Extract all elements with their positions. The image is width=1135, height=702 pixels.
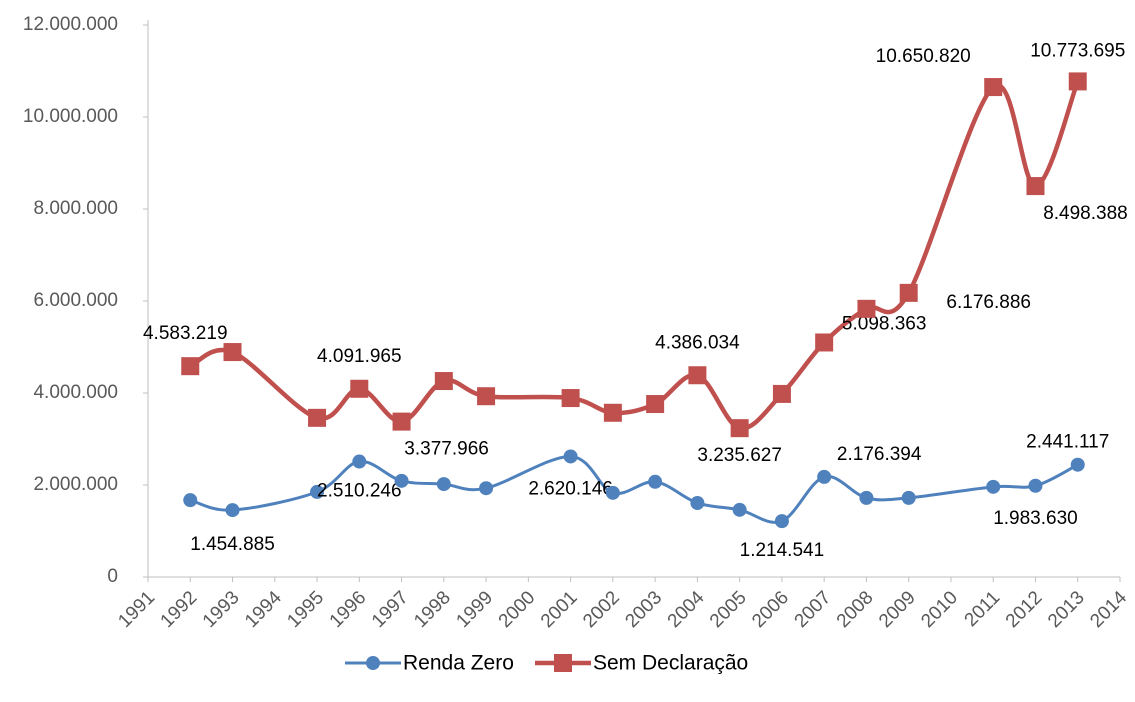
marker [434,372,453,391]
marker [392,412,411,431]
data-label: 6.176.886 [946,292,1031,313]
legend-marker [366,656,380,670]
data-label: 1.214.541 [740,540,825,561]
marker [308,408,327,427]
x-tick-label: 1999 [452,587,497,632]
marker [561,389,580,408]
x-tick-label: 1992 [157,587,202,632]
data-label: 4.386.034 [655,332,740,353]
marker [563,449,578,464]
marker [1026,177,1045,196]
marker [1068,72,1087,91]
data-label: 4.091.965 [317,346,402,367]
x-tick-label: 2005 [706,587,751,632]
marker [774,514,789,529]
y-tick-label: 2.000.000 [33,474,118,495]
data-label: 4.583.219 [143,323,228,344]
x-tick-label: 1998 [410,587,455,632]
marker [857,299,876,318]
marker [183,493,198,508]
marker [477,387,496,406]
marker [225,503,240,518]
marker [646,395,665,414]
marker [984,78,1003,97]
x-tick-label: 1994 [241,587,286,632]
data-label: 2.510.246 [317,481,402,502]
marker [605,485,620,500]
x-tick-label: 2013 [1044,587,1089,632]
y-tick-label: 0 [107,566,118,587]
marker [223,343,242,362]
y-tick-label: 4.000.000 [33,382,118,403]
x-tick-label: 2010 [917,587,962,632]
marker [350,379,369,398]
marker [901,490,916,505]
x-tick-label: 2012 [1002,587,1047,632]
marker [690,495,705,510]
y-tick-label: 8.000.000 [33,198,118,219]
y-tick-label: 12.000.000 [23,14,118,35]
marker [1028,478,1043,493]
legend-label: Renda Zero [403,652,514,675]
legend-marker [554,654,572,672]
x-tick-label: 2000 [495,587,540,632]
x-tick-label: 1996 [326,587,371,632]
x-tick-label: 2009 [875,587,920,632]
marker [648,474,663,489]
data-label: 10.650.820 [876,46,971,67]
data-label: 8.498.388 [1043,203,1128,224]
data-label: 2.176.394 [837,444,922,465]
legend-label: Sem Declaração [593,652,748,675]
marker [181,357,200,376]
x-tick-label: 2002 [579,587,624,632]
marker [603,403,622,422]
data-label: 1.983.630 [993,508,1078,529]
x-tick-label: 2006 [748,587,793,632]
marker [688,366,707,385]
x-tick-label: 2007 [791,587,836,632]
y-tick-label: 6.000.000 [33,290,118,311]
y-tick-label: 10.000.000 [23,106,118,127]
x-tick-label: 2003 [621,587,666,632]
marker [859,490,874,505]
marker [310,484,325,499]
x-tick-label: 1991 [114,587,159,632]
marker [815,333,834,352]
data-label: 2.620.146 [528,478,613,499]
x-tick-label: 2008 [833,587,878,632]
x-tick-label: 1993 [199,587,244,632]
x-tick-label: 2014 [1086,587,1131,632]
marker [730,419,749,438]
data-label: 3.235.627 [697,445,782,466]
marker [986,479,1001,494]
marker [817,469,832,484]
marker [1070,457,1085,472]
marker [899,283,918,302]
x-tick-label: 2011 [961,587,1005,631]
x-tick-label: 1997 [368,587,413,632]
marker [436,477,451,492]
x-tick-label: 1995 [283,587,328,632]
data-label: 10.773.695 [1030,40,1125,61]
marker [732,502,747,517]
data-label: 2.441.117 [1026,432,1109,453]
data-label: 5.098.363 [842,313,927,334]
series-line [189,80,1080,431]
marker [352,454,367,469]
x-tick-label: 2004 [664,587,709,632]
marker [394,473,409,488]
data-label: 1.454.885 [190,534,275,555]
marker [479,481,494,496]
marker [772,384,791,403]
x-tick-label: 2001 [537,587,582,632]
data-label: 3.377.966 [404,439,489,460]
